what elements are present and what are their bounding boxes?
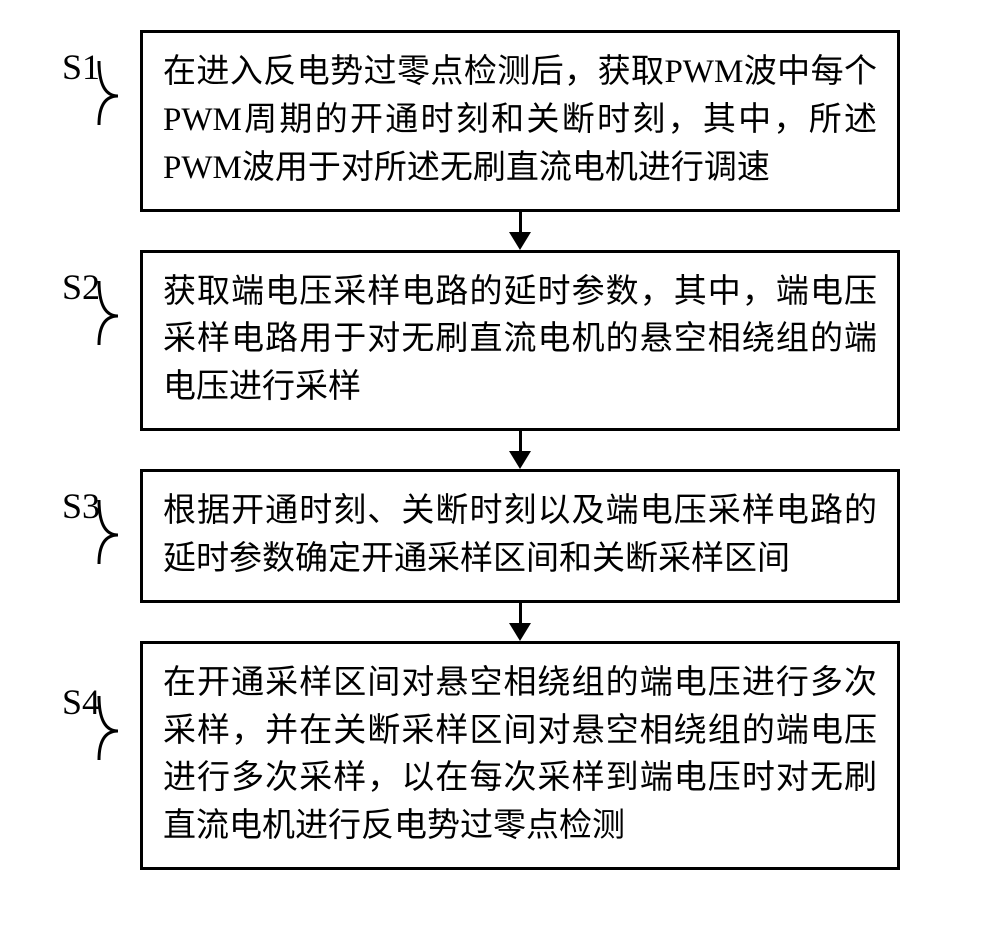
- arrow-down-icon: [509, 451, 531, 469]
- step-1-label: S1: [62, 46, 100, 88]
- step-4-box: 在开通采样区间对悬空相绕组的端电压进行多次采样，并在关断采样区间对悬空相绕组的端…: [140, 641, 900, 870]
- step-2-label: S2: [62, 266, 100, 308]
- step-1-box: 在进入反电势过零点检测后，获取PWM波中每个PWM周期的开通时刻和关断时刻，其中…: [140, 30, 900, 212]
- connector-1-2: [509, 212, 531, 250]
- step-3-text: 根据开通时刻、关断时刻以及端电压采样电路的延时参数确定开通采样区间和关断采样区间: [163, 493, 877, 577]
- step-4-curve: [96, 693, 142, 763]
- connector-3-4: [509, 603, 531, 641]
- connector-line-2-3: [519, 431, 522, 451]
- arrow-down-icon: [509, 623, 531, 641]
- step-2-box: 获取端电压采样电路的延时参数，其中，端电压采样电路用于对无刷直流电机的悬空相绕组…: [140, 250, 900, 432]
- step-3-box: 根据开通时刻、关断时刻以及端电压采样电路的延时参数确定开通采样区间和关断采样区间: [140, 469, 900, 603]
- step-1-container: S1 在进入反电势过零点检测后，获取PWM波中每个PWM周期的开通时刻和关断时刻…: [0, 30, 1000, 212]
- step-4-text: 在开通采样区间对悬空相绕组的端电压进行多次采样，并在关断采样区间对悬空相绕组的端…: [163, 665, 877, 845]
- step-2-container: S2 获取端电压采样电路的延时参数，其中，端电压采样电路用于对无刷直流电机的悬空…: [0, 250, 1000, 432]
- step-2-curve: [96, 278, 142, 348]
- flowchart-container: S1 在进入反电势过零点检测后，获取PWM波中每个PWM周期的开通时刻和关断时刻…: [0, 30, 1000, 870]
- connector-line-1-2: [519, 212, 522, 232]
- step-2-text: 获取端电压采样电路的延时参数，其中，端电压采样电路用于对无刷直流电机的悬空相绕组…: [163, 274, 877, 406]
- connector-line-3-4: [519, 603, 522, 623]
- step-1-text: 在进入反电势过零点检测后，获取PWM波中每个PWM周期的开通时刻和关断时刻，其中…: [163, 54, 877, 186]
- arrow-down-icon: [509, 232, 531, 250]
- step-3-container: S3 根据开通时刻、关断时刻以及端电压采样电路的延时参数确定开通采样区间和关断采…: [0, 469, 1000, 603]
- step-4-label: S4: [62, 681, 100, 723]
- step-3-label: S3: [62, 485, 100, 527]
- step-3-curve: [96, 497, 142, 567]
- connector-2-3: [509, 431, 531, 469]
- step-1-curve: [96, 58, 142, 128]
- step-4-container: S4 在开通采样区间对悬空相绕组的端电压进行多次采样，并在关断采样区间对悬空相绕…: [0, 641, 1000, 870]
